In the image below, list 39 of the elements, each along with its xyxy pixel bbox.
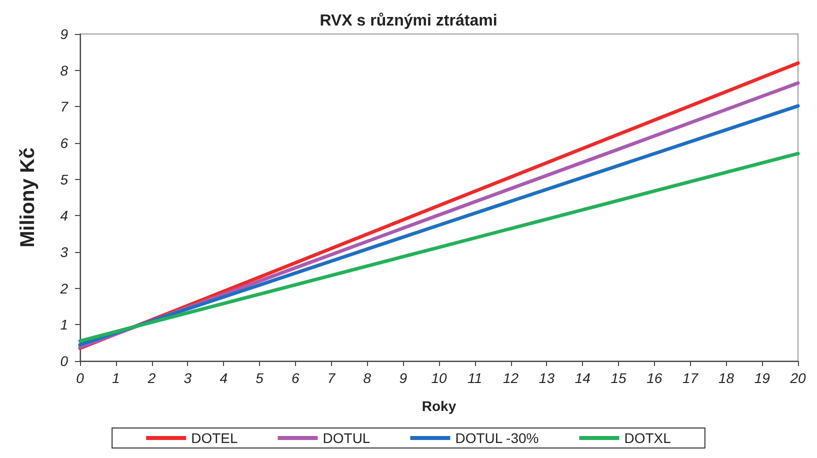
x-tick-label: 8 (363, 370, 372, 386)
legend-label: DOTUL (322, 430, 370, 446)
x-tick-label: 20 (789, 370, 806, 386)
x-tick-label: 19 (754, 370, 770, 386)
x-tick-label: 4 (220, 370, 228, 386)
legend-label: DOTEL (191, 430, 238, 446)
x-tick-label: 16 (646, 370, 662, 386)
x-tick-label: 15 (610, 370, 626, 386)
x-tick-label: 12 (503, 370, 519, 386)
x-tick-label: 5 (256, 370, 264, 386)
y-tick-label: 2 (59, 280, 68, 296)
x-tick-label: 2 (146, 370, 156, 386)
chart-title: RVX s různými ztrátami (320, 12, 498, 30)
y-tick-label: 7 (60, 98, 70, 115)
x-tick-label: 17 (682, 370, 700, 386)
x-tick-label: 13 (538, 370, 555, 386)
y-tick-label: 4 (60, 208, 68, 224)
x-tick-label: 18 (718, 370, 734, 386)
x-tick-label: 11 (468, 370, 482, 386)
y-tick-label: 8 (60, 62, 68, 78)
y-tick-label: 1 (60, 316, 68, 333)
x-tick-label: 10 (431, 370, 447, 386)
y-tick-label: 5 (60, 171, 68, 188)
y-tick-label: 3 (60, 244, 68, 260)
x-tick-label: 7 (327, 370, 336, 386)
x-axis-title: Roky (422, 398, 456, 414)
legend-label: DOTUL -30% (455, 430, 539, 446)
x-tick-label: 3 (184, 370, 192, 386)
y-tick-label: 6 (60, 135, 68, 151)
y-tick-label: 9 (60, 26, 68, 42)
x-tick-label: 14 (574, 370, 591, 386)
x-tick-label: 6 (292, 370, 300, 386)
y-axis-title: Miliony Kč (17, 147, 39, 248)
legend-label: DOTXL (624, 430, 672, 446)
y-tick-label: 0 (60, 353, 68, 369)
x-tick-label: 0 (76, 370, 84, 386)
x-tick-label: 1 (112, 370, 120, 386)
x-tick-label: 9 (399, 370, 408, 386)
line-series (78, 152, 800, 343)
